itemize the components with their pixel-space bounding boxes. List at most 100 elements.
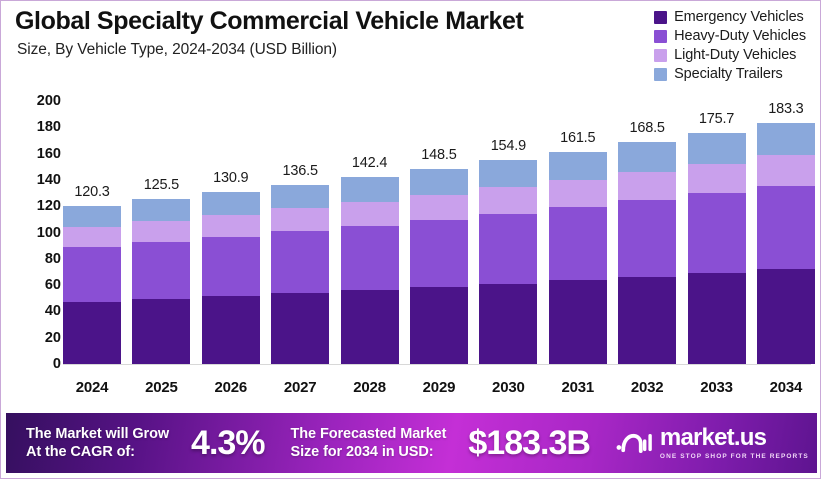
bar-segment[interactable]: [63, 205, 121, 227]
bar-segment[interactable]: [618, 171, 677, 201]
legend-swatch-icon: [654, 67, 668, 81]
x-axis-tick-label: 2029: [422, 379, 456, 396]
bar-segment[interactable]: [618, 142, 677, 172]
bar-total-label: 125.5: [143, 176, 180, 193]
bar-segment[interactable]: [479, 187, 538, 214]
bar-segment[interactable]: [132, 199, 191, 221]
stacked-bar[interactable]: 148.5: [409, 101, 468, 364]
stacked-bar[interactable]: 130.9: [201, 101, 260, 364]
plot-area: 200 180 160 140 120 100 80 60 40 20 0 120.3 125.5 13…: [1, 93, 821, 393]
legend-item-label: Specialty Trailers: [674, 66, 783, 82]
legend-item[interactable]: Heavy-Duty Vehicles: [654, 28, 806, 44]
bar-segment[interactable]: [409, 219, 468, 288]
bar-segment[interactable]: [271, 184, 330, 209]
bar-segment[interactable]: [409, 287, 468, 364]
y-axis-tick-label: 160: [36, 145, 61, 162]
bar-segment[interactable]: [756, 185, 815, 270]
bar-segment[interactable]: [132, 220, 191, 243]
bar-segment[interactable]: [201, 191, 260, 215]
legend-swatch-icon: [654, 10, 668, 24]
bar-segment[interactable]: [756, 154, 815, 186]
brand-name: market.us: [659, 424, 767, 451]
bar-segment[interactable]: [409, 194, 468, 220]
stacked-bar[interactable]: 175.7: [687, 101, 746, 364]
y-axis: 200 180 160 140 120 100 80 60 40 20 0: [1, 93, 61, 393]
legend-item-label: Light-Duty Vehicles: [674, 47, 797, 63]
x-axis-tick-label: 2028: [353, 379, 386, 396]
bar-segment[interactable]: [687, 193, 746, 274]
stacked-bar[interactable]: 120.3: [63, 101, 121, 364]
bar-segment[interactable]: [687, 132, 746, 164]
bar-segment[interactable]: [340, 290, 399, 364]
footer-banner: The Market will Grow At the CAGR of: 4.3…: [6, 413, 817, 473]
x-axis-tick-label: 2027: [283, 379, 317, 396]
bar-segment[interactable]: [479, 283, 538, 364]
bar-segment[interactable]: [63, 247, 121, 302]
brand-tagline: ONE STOP SHOP FOR THE REPORTS: [659, 453, 809, 460]
bar-segment[interactable]: [63, 227, 121, 248]
bar-segment[interactable]: [409, 168, 468, 195]
bar-segment[interactable]: [479, 160, 538, 188]
stacked-bar[interactable]: 136.5: [271, 101, 330, 364]
market-us-logo-icon: [616, 433, 652, 453]
y-axis-tick-label: 200: [36, 93, 61, 109]
legend-item[interactable]: Specialty Trailers: [654, 66, 806, 82]
bar-segment[interactable]: [618, 200, 677, 277]
bar-segment[interactable]: [548, 179, 607, 208]
bar-segment[interactable]: [340, 201, 399, 226]
bar-segment[interactable]: [132, 299, 191, 364]
bar-segment[interactable]: [271, 231, 330, 294]
bar-total-label: 183.3: [768, 100, 804, 117]
brand-logo[interactable]: market.us ONE STOP SHOP FOR THE REPORTS: [616, 426, 809, 460]
bar-segment[interactable]: [132, 242, 191, 300]
forecast-block: The Forecasted Market Size for 2034 in U…: [265, 423, 591, 463]
stacked-bar[interactable]: 183.3: [756, 100, 815, 364]
stacked-bar[interactable]: 154.9: [479, 101, 538, 364]
stacked-bar[interactable]: 142.4: [340, 101, 399, 364]
x-axis-tick-label: 2026: [214, 379, 248, 396]
stacked-bar[interactable]: 125.5: [132, 101, 191, 364]
legend-item-label: Emergency Vehicles: [674, 9, 804, 25]
bar-segment[interactable]: [756, 122, 815, 155]
bar-segment[interactable]: [687, 163, 746, 194]
y-axis-tick-label: 20: [44, 329, 61, 346]
bar-segment[interactable]: [63, 301, 121, 364]
bar-segment[interactable]: [271, 208, 330, 232]
legend-item[interactable]: Emergency Vehicles: [654, 9, 806, 25]
bar-segment[interactable]: [201, 214, 260, 237]
bar-segment[interactable]: [618, 276, 677, 364]
bar-segment[interactable]: [479, 213, 538, 284]
y-axis-tick-label: 180: [36, 119, 61, 136]
legend-item[interactable]: Light-Duty Vehicles: [654, 47, 806, 63]
forecast-value: $183.3B: [468, 423, 591, 462]
bar-total-label: 154.9: [490, 138, 526, 155]
cagr-value: 4.3%: [191, 423, 265, 462]
bar-segment[interactable]: [548, 151, 607, 180]
forecast-caption: The Forecasted Market Size for 2034 in U…: [291, 425, 447, 461]
bar-total-label: 120.3: [74, 183, 110, 200]
bar-segment[interactable]: [340, 225, 399, 291]
bar-segment[interactable]: [340, 176, 399, 202]
stacked-bar[interactable]: 168.5: [618, 101, 677, 364]
bar-segment[interactable]: [548, 280, 607, 364]
bar-segment[interactable]: [271, 293, 330, 364]
bar-segment[interactable]: [201, 296, 260, 364]
page-subtitle: Size, By Vehicle Type, 2024-2034 (USD Bi…: [17, 41, 337, 58]
forecast-caption-line1: The Forecasted Market: [290, 425, 447, 442]
bar-total-label: 168.5: [629, 120, 665, 137]
x-axis-tick-label: 2033: [700, 379, 733, 396]
cagr-caption: The Market will Grow At the CAGR of:: [26, 425, 169, 461]
bar-total-label: 130.9: [213, 169, 249, 186]
stacked-bar[interactable]: 161.5: [548, 101, 607, 364]
bar-segment[interactable]: [201, 236, 260, 297]
brand-text: market.us ONE STOP SHOP FOR THE REPORTS: [659, 424, 809, 461]
bar-segment[interactable]: [687, 273, 746, 364]
y-axis-tick-label: 40: [44, 303, 61, 320]
bar-segment[interactable]: [756, 269, 815, 364]
bar-total-label: 148.5: [421, 146, 457, 163]
x-axis-tick-label: 2031: [561, 379, 595, 396]
x-axis: 2024 2025 2026 2027 2028 2029 2030 2031 2032 2033…: [63, 379, 815, 396]
bar-segment[interactable]: [548, 207, 607, 281]
bar-total-label: 136.5: [282, 162, 318, 179]
